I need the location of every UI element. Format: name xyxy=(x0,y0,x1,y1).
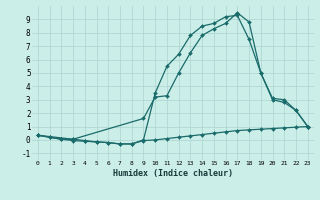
X-axis label: Humidex (Indice chaleur): Humidex (Indice chaleur) xyxy=(113,169,233,178)
